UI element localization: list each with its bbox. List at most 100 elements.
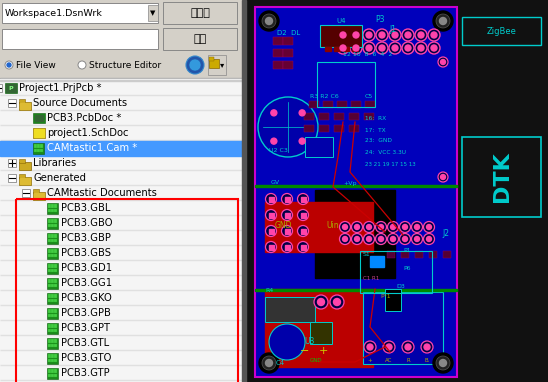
Bar: [0, 84, 2, 92]
Circle shape: [405, 344, 411, 350]
Circle shape: [391, 236, 396, 241]
Bar: [325, 47, 331, 51]
Circle shape: [271, 110, 277, 116]
Bar: [0, 141, 242, 156]
Circle shape: [439, 359, 447, 366]
Bar: [5, 83, 17, 93]
Circle shape: [265, 18, 272, 24]
Bar: [19, 159, 25, 163]
Bar: [246, 0, 548, 382]
Bar: [51, 209, 54, 212]
Bar: [48, 369, 50, 372]
Bar: [51, 238, 54, 242]
Circle shape: [391, 225, 396, 230]
Circle shape: [414, 236, 420, 241]
Bar: [309, 101, 319, 108]
Circle shape: [414, 225, 420, 230]
Circle shape: [363, 233, 374, 244]
Text: 12 10  8  6  4  2: 12 10 8 6 4 2: [343, 52, 392, 58]
Text: DTK: DTK: [492, 152, 511, 202]
Bar: [8, 99, 16, 107]
Circle shape: [265, 359, 272, 366]
Circle shape: [353, 32, 359, 38]
Bar: [269, 244, 273, 249]
Text: Project1.PrjPcb *: Project1.PrjPcb *: [19, 83, 101, 93]
Bar: [48, 223, 50, 227]
Bar: [34, 149, 37, 152]
Bar: [48, 329, 50, 332]
Bar: [269, 212, 273, 217]
Bar: [47, 293, 58, 304]
Bar: [284, 212, 289, 217]
Bar: [54, 234, 57, 238]
Bar: [273, 49, 283, 57]
Circle shape: [262, 14, 276, 28]
Bar: [0, 319, 242, 320]
Circle shape: [299, 110, 305, 116]
Bar: [51, 329, 54, 332]
Bar: [51, 354, 54, 358]
Text: CAMtastic Documents: CAMtastic Documents: [47, 188, 157, 198]
Text: D3: D3: [396, 285, 405, 290]
Bar: [284, 244, 289, 249]
Bar: [317, 62, 375, 107]
Bar: [315, 190, 395, 278]
Text: 工程: 工程: [193, 34, 207, 44]
Bar: [54, 324, 57, 327]
Bar: [273, 61, 283, 69]
Bar: [20, 178, 30, 184]
Bar: [300, 196, 305, 201]
Text: B.: B.: [424, 358, 430, 363]
Circle shape: [342, 225, 347, 230]
Bar: [22, 189, 30, 197]
Text: Uin: Uin: [327, 220, 339, 230]
Bar: [429, 251, 437, 258]
Bar: [47, 218, 58, 229]
Bar: [20, 103, 30, 109]
Bar: [265, 202, 373, 252]
Bar: [51, 369, 54, 372]
Circle shape: [271, 138, 277, 144]
Bar: [47, 368, 58, 379]
Circle shape: [298, 241, 309, 253]
Circle shape: [366, 45, 372, 51]
Bar: [0, 0, 242, 382]
Bar: [33, 192, 45, 200]
Text: PCB3.GBL: PCB3.GBL: [61, 203, 110, 213]
Text: P: P: [9, 86, 13, 91]
Text: P6: P6: [403, 267, 410, 272]
Circle shape: [421, 341, 433, 353]
Circle shape: [340, 32, 346, 38]
Text: D2  DL: D2 DL: [277, 30, 300, 36]
Bar: [48, 209, 50, 212]
Circle shape: [389, 29, 401, 41]
Text: S1: S1: [363, 253, 371, 257]
Bar: [2, 3, 158, 23]
Bar: [319, 113, 329, 120]
Circle shape: [376, 29, 388, 41]
Circle shape: [265, 209, 277, 220]
Bar: [19, 99, 25, 103]
Text: ▼: ▼: [150, 10, 156, 16]
Bar: [54, 309, 57, 312]
Bar: [54, 204, 57, 207]
Bar: [54, 369, 57, 372]
Bar: [54, 283, 57, 287]
Bar: [48, 238, 50, 242]
Bar: [48, 264, 50, 267]
Bar: [304, 125, 314, 132]
Circle shape: [392, 32, 398, 38]
Circle shape: [436, 14, 450, 28]
Bar: [265, 297, 315, 322]
Bar: [48, 249, 50, 253]
Circle shape: [415, 29, 427, 41]
Text: GND: GND: [310, 358, 323, 364]
Text: CAMtastic1.Cam *: CAMtastic1.Cam *: [47, 143, 137, 153]
Bar: [349, 113, 359, 120]
Bar: [33, 143, 44, 154]
Text: PCB3.GPB: PCB3.GPB: [61, 308, 111, 318]
Circle shape: [375, 222, 386, 233]
Bar: [0, 304, 242, 305]
Text: PCB3.GBS: PCB3.GBS: [61, 248, 111, 258]
Text: P3: P3: [375, 15, 385, 24]
